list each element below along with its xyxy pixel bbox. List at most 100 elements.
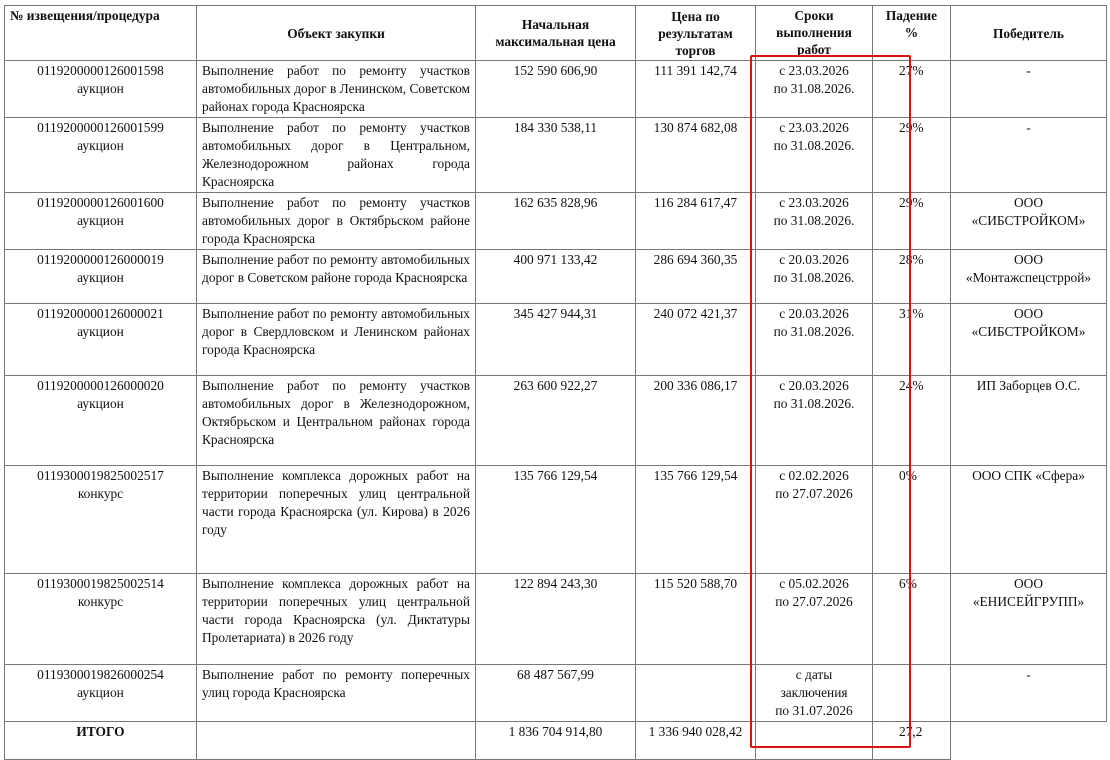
winner-line: - — [1026, 120, 1031, 135]
drop-cell: 24% — [872, 375, 951, 466]
notice-cell: 0119200000126000019 аукцион — [4, 249, 197, 304]
winner-cell: ИП Заборцев О.С. — [950, 375, 1107, 466]
winner-line: ИП Заборцев О.С. — [976, 378, 1081, 393]
header-nmc: Начальная максимальная цена — [475, 5, 636, 61]
winner-cell: ООО «Монтажспецстррой» — [950, 249, 1107, 304]
terms-cell: с 20.03.2026 по 31.08.2026. — [755, 303, 873, 376]
drop-cell: 28% — [872, 249, 951, 304]
winner-line: «СИБСТРОЙКОМ» — [971, 213, 1086, 228]
term-line: с 23.03.2026 — [779, 195, 849, 210]
procedure-type: конкурс — [77, 594, 124, 609]
header-drop: Падение % — [872, 5, 951, 61]
procedure-type: аукцион — [77, 324, 124, 339]
object-cell: Выполнение работ по ремонту участков авт… — [196, 117, 476, 193]
procurement-table: № извещения/процедура Объект закупки Нач… — [4, 5, 1107, 760]
table-row: 0119200000126000021 аукцион Выполнение раб… — [4, 303, 1107, 376]
nmc-cell: 345 427 944,31 — [475, 303, 636, 376]
term-line: с 02.02.2026 — [779, 468, 849, 483]
notice-cell: 0119200000126001600 аукцион — [4, 192, 197, 250]
object-cell: Выполнение работ по ремонту участков авт… — [196, 375, 476, 466]
notice-number: 0119200000126001599 — [37, 120, 164, 135]
table-row: 0119200000126000020 аукцион Выполнение раб… — [4, 375, 1107, 466]
winner-line: ООО — [1013, 306, 1043, 321]
term-line: по 31.08.2026. — [773, 270, 855, 285]
header-result-price: Цена по результатам торгов — [635, 5, 756, 61]
drop-cell: 6% — [872, 573, 951, 665]
term-line: с 20.03.2026 — [779, 252, 849, 267]
terms-cell: с 05.02.2026 по 27.07.2026 — [755, 573, 873, 665]
term-line: по 31.08.2026. — [773, 81, 855, 96]
winner-cell: - — [950, 664, 1107, 722]
table-row: 0119300019825002514 конкурс Выполнение ком… — [4, 573, 1107, 665]
header-notice: № извещения/процедура — [4, 5, 197, 61]
header-row: № извещения/процедура Объект закупки Нач… — [4, 5, 1107, 61]
term-line: с 05.02.2026 — [779, 576, 849, 591]
notice-number: 0119300019825002517 — [37, 468, 164, 483]
result-price-cell — [635, 664, 756, 722]
object-cell: Выполнение комплекса дорожных работ на т… — [196, 465, 476, 574]
drop-cell: 0% — [872, 465, 951, 574]
notice-number: 0119200000126000020 — [37, 378, 164, 393]
object-cell: Выполнение работ по ремонту поперечных у… — [196, 664, 476, 722]
result-price-cell: 135 766 129,54 — [635, 465, 756, 574]
winner-line: - — [1026, 63, 1031, 78]
object-cell: Выполнение комплекса дорожных работ на т… — [196, 573, 476, 665]
winner-line: «СИБСТРОЙКОМ» — [971, 324, 1086, 339]
drop-cell — [872, 664, 951, 722]
result-price-cell: 130 874 682,08 — [635, 117, 756, 193]
term-line: с даты — [795, 667, 833, 682]
notice-number: 0119200000126001600 — [37, 195, 164, 210]
drop-cell: 29% — [872, 192, 951, 250]
header-terms: Сроки выполнения работ — [755, 5, 873, 61]
term-line: по 27.07.2026 — [775, 486, 853, 501]
total-object — [196, 721, 476, 760]
total-drop: 27,2 — [872, 721, 951, 760]
notice-cell: 0119200000126001598 аукцион — [4, 60, 197, 118]
winner-line: ООО — [1013, 195, 1043, 210]
table-row: 0119200000126001598 аукцион Выполнение раб… — [4, 60, 1107, 118]
nmc-cell: 135 766 129,54 — [475, 465, 636, 574]
term-line: по 31.08.2026. — [773, 324, 855, 339]
table-row: 0119200000126000019 аукцион Выполнение раб… — [4, 249, 1107, 304]
object-cell: Выполнение работ по ремонту автомобильны… — [196, 249, 476, 304]
drop-cell: 31% — [872, 303, 951, 376]
total-winner — [951, 722, 1107, 760]
term-line: с 23.03.2026 — [779, 63, 849, 78]
table-row: 0119200000126001600 аукцион Выполнение раб… — [4, 192, 1107, 250]
winner-line: - — [1026, 667, 1031, 682]
procedure-type: аукцион — [77, 138, 124, 153]
object-cell: Выполнение работ по ремонту автомобильны… — [196, 303, 476, 376]
nmc-cell: 122 894 243,30 — [475, 573, 636, 665]
result-price-cell: 286 694 360,35 — [635, 249, 756, 304]
result-price-cell: 200 336 086,17 — [635, 375, 756, 466]
term-line: по 31.08.2026. — [773, 396, 855, 411]
nmc-cell: 263 600 922,27 — [475, 375, 636, 466]
notice-number: 0119200000126000019 — [37, 252, 164, 267]
winner-cell: ООО «ЕНИСЕЙГРУПП» — [950, 573, 1107, 665]
winner-line: «Монтажспецстррой» — [965, 270, 1092, 285]
total-terms — [755, 721, 873, 760]
nmc-cell: 184 330 538,11 — [475, 117, 636, 193]
table-row: 0119300019825002517 конкурс Выполнение ком… — [4, 465, 1107, 574]
term-line: по 31.08.2026. — [773, 213, 855, 228]
procedure-type: конкурс — [77, 486, 124, 501]
terms-cell: с 23.03.2026 по 31.08.2026. — [755, 192, 873, 250]
terms-cell: с даты заключения по 31.07.2026 — [755, 664, 873, 722]
notice-number: 0119200000126000021 — [37, 306, 164, 321]
terms-cell: с 20.03.2026 по 31.08.2026. — [755, 375, 873, 466]
notice-cell: 0119300019825002514 конкурс — [4, 573, 197, 665]
winner-line: ООО — [1013, 252, 1043, 267]
nmc-cell: 152 590 606,90 — [475, 60, 636, 118]
header-object: Объект закупки — [196, 5, 476, 61]
terms-cell: с 23.03.2026 по 31.08.2026. — [755, 117, 873, 193]
procedure-type: аукцион — [77, 81, 124, 96]
term-line: с 20.03.2026 — [779, 378, 849, 393]
notice-number: 0119300019825002514 — [37, 576, 164, 591]
nmc-cell: 162 635 828,96 — [475, 192, 636, 250]
table-row: 0119300019826000254 аукцион Выполнение раб… — [4, 664, 1107, 722]
procedure-type: аукцион — [77, 270, 124, 285]
term-line: по 31.08.2026. — [773, 138, 855, 153]
procedure-type: аукцион — [77, 213, 124, 228]
winner-cell: ООО «СИБСТРОЙКОМ» — [950, 192, 1107, 250]
drop-cell: 29% — [872, 117, 951, 193]
